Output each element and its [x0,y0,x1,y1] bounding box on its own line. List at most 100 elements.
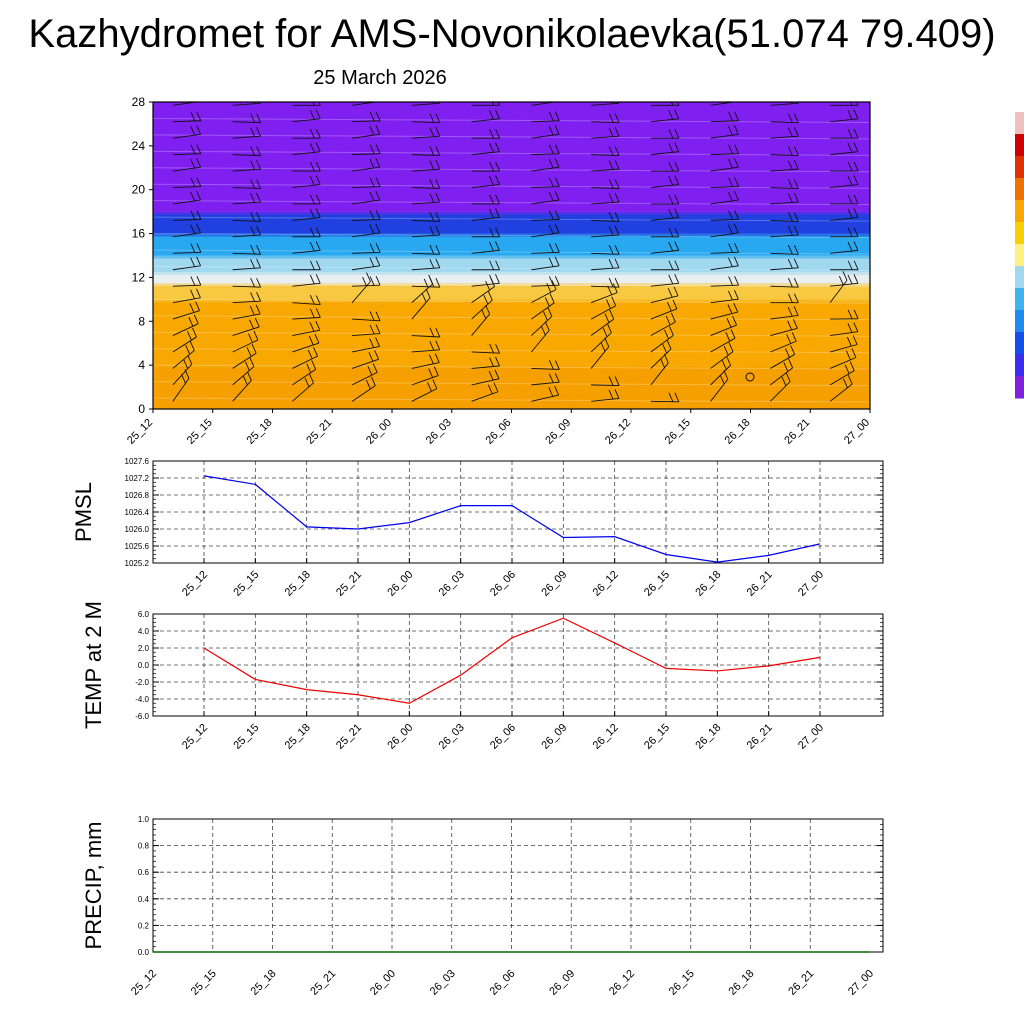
barb-flag [429,226,435,236]
x-tick-label: 26_12 [607,968,637,998]
barb-staff [650,362,669,386]
barb-staff [172,218,201,221]
barb-flag [250,127,255,137]
wind-barb [650,194,680,205]
barb-flag [664,329,669,340]
plot-frame [152,613,884,717]
wind-barb [172,327,197,353]
barb-flag [787,307,793,317]
wind-barb [471,102,501,106]
barb-staff [232,187,261,189]
barb-flag [309,194,315,205]
x-tick-label: 26_18 [723,417,753,447]
wind-barb [830,194,859,205]
barb-flag [369,338,375,348]
barb-staff [411,297,431,320]
barb-staff [710,364,731,386]
wind-barb [830,227,859,238]
barb-staff [292,282,321,287]
barb-staff [710,199,739,205]
barb-flag [728,290,733,301]
barb-flag [845,350,851,361]
barb-flag [608,277,614,288]
x-tick-label: 26_09 [539,722,569,752]
barb-flag [604,337,610,347]
barb-flag [853,274,859,284]
wind-barb [650,286,679,304]
barb-flag [375,190,381,201]
barb-staff [172,297,201,304]
barb-flag [196,210,202,220]
contour-line [153,117,870,123]
wind-barb [531,321,550,353]
barb-flag [487,290,493,301]
barb-flag [256,113,262,123]
x-tick-label: 26_12 [603,417,633,447]
barb-flag [318,102,321,106]
colorbar-swatch [1015,354,1024,377]
barb-staff [172,153,201,156]
barb-flag [250,244,256,255]
colorbar-swatch [1015,178,1024,201]
x-tick-label: 26_00 [368,968,398,998]
wind-barb [830,128,859,139]
barb-staff [650,308,678,320]
barb-flag [727,304,733,314]
colorbar-swatch [1015,266,1024,289]
barb-flag [488,370,494,381]
barb-flag [250,277,256,288]
barb-flag [196,157,202,168]
barb-flag [674,194,680,205]
barb-flag [734,276,740,286]
barb-flag [196,144,202,154]
wind-barb [411,340,441,353]
y-tick-label: 20 [132,183,146,197]
barb-flag [309,260,315,270]
barb-staff [352,232,380,238]
barb-flag [853,227,859,238]
barb-flag [493,382,499,392]
barb-flag [548,243,554,253]
barb-flag [787,226,793,236]
barb-flag [196,243,202,253]
barb-flag [723,346,729,356]
barb-flag [847,161,853,172]
barb-staff [650,249,679,254]
barb-flag [256,179,262,189]
wind-barb [591,159,620,172]
barb-staff [770,168,799,172]
barb-staff [590,318,615,336]
barb-flag [853,161,859,172]
barb-flag [548,125,554,136]
wind-barb [292,274,321,287]
barb-flag [608,211,614,222]
barb-flag [674,392,680,402]
barb-staff [591,135,620,139]
barb-staff [590,332,612,353]
barb-flag [787,193,793,203]
wind-barb [232,192,261,205]
barb-staff [710,120,739,123]
barb-flag [196,125,202,135]
barb-flag [609,309,615,320]
barb-flag [244,361,250,371]
heatmap-blend-2 [153,279,870,286]
barb-flag [548,177,554,187]
barb-flag [432,379,438,389]
y-tick-label: 4 [138,358,145,372]
barb-flag [375,125,381,135]
barb-flag [489,194,495,205]
wind-barb [471,369,500,386]
barb-flag [190,224,196,234]
x-tick-label: 26_15 [663,417,693,447]
x-tick-label: 26_09 [539,569,569,599]
wind-barb [591,258,620,271]
barb-flag [187,330,192,341]
barb-flag [548,387,554,397]
barb-flag [491,102,495,106]
wind-barb [770,332,797,353]
barb-flag [315,321,321,331]
y-tick-label: 1027.2 [125,474,150,483]
wind-barb [351,376,376,402]
barb-staff [351,371,378,386]
